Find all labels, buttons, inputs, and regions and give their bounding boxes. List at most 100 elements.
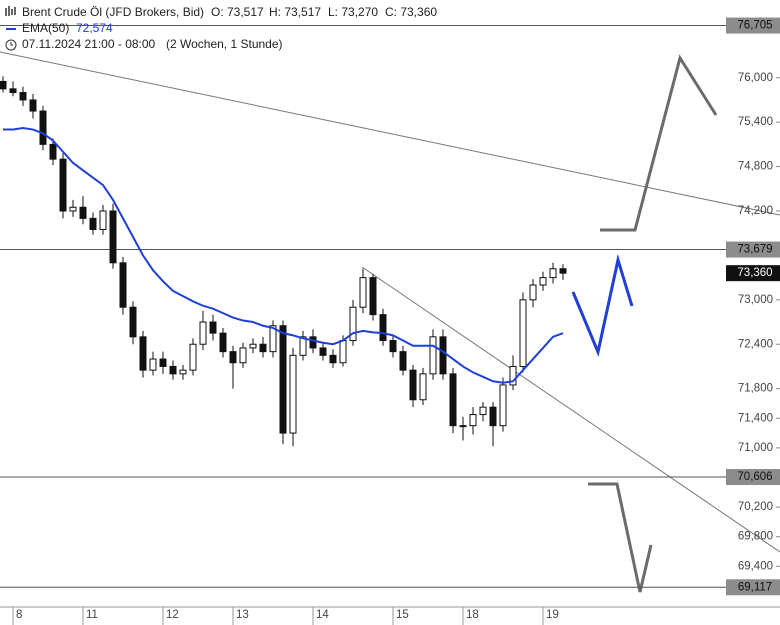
candle-body xyxy=(499,384,507,427)
candle-body xyxy=(319,347,327,356)
candle-body xyxy=(39,110,47,145)
period: 07.11.2024 21:00 - 08:00 xyxy=(22,37,156,51)
candle-body xyxy=(289,354,297,434)
indicator-value: 72,574 xyxy=(76,21,113,35)
candle-body xyxy=(419,373,427,401)
candle-body xyxy=(119,262,127,308)
candle-body xyxy=(189,343,197,371)
y-tick-label: 76,000 xyxy=(738,72,773,84)
candle-body xyxy=(79,206,87,219)
y-tick-label: 70,200 xyxy=(738,501,773,513)
x-tick-label: 12 xyxy=(166,609,179,621)
candle-body xyxy=(559,268,567,274)
candle-body xyxy=(0,80,7,90)
candle-body xyxy=(549,268,557,279)
candle-body xyxy=(249,343,257,349)
y-tick-label: 71,400 xyxy=(738,412,773,424)
candle-body xyxy=(459,425,467,428)
candle-body xyxy=(339,340,347,364)
indicator-name: EMA(50) xyxy=(22,21,69,35)
title: Brent Crude Öl (JFD Brokers, Bid) xyxy=(22,5,204,19)
scenario-path xyxy=(600,54,718,232)
candle-body xyxy=(69,206,77,212)
candle-body xyxy=(399,351,407,371)
x-tick-label: 13 xyxy=(236,609,249,621)
x-tick-label: 14 xyxy=(316,609,329,621)
candle-body xyxy=(349,306,357,342)
candle-body xyxy=(179,369,187,375)
candle-body xyxy=(449,373,457,427)
candle-body xyxy=(429,336,437,375)
candle-body xyxy=(139,336,147,371)
candle-body xyxy=(379,314,387,342)
trend-line xyxy=(0,51,780,216)
y-tick-label: 72,400 xyxy=(738,338,773,350)
candle-body xyxy=(369,277,377,316)
x-tick-label: 8 xyxy=(16,609,22,621)
range-note: (2 Wochen, 1 Stunde) xyxy=(166,37,283,51)
candle-body xyxy=(469,414,477,427)
candle-body xyxy=(169,365,177,375)
candle-body xyxy=(489,406,497,427)
x-tick-label: 19 xyxy=(546,609,559,621)
candle-body xyxy=(19,92,27,101)
candle-body xyxy=(269,325,277,353)
ohlc-open: O: 73,517 xyxy=(211,5,264,19)
last-price-label: 73,360 xyxy=(737,267,772,279)
y-tick-label: 69,400 xyxy=(738,560,773,572)
scenario-path xyxy=(571,254,634,357)
candle-body xyxy=(389,340,397,353)
y-tick-label: 73,000 xyxy=(738,294,773,306)
level-label: 73,679 xyxy=(737,244,772,256)
candle-body xyxy=(409,369,417,401)
trend-line xyxy=(361,266,780,553)
level-label-box xyxy=(726,579,780,596)
x-tick-label: 18 xyxy=(466,609,479,621)
y-tick-label: 74,200 xyxy=(738,205,773,217)
candle-body xyxy=(239,347,247,364)
candle-body xyxy=(49,143,57,160)
candle-body xyxy=(149,358,157,371)
icon xyxy=(5,6,16,16)
y-tick-label: 75,400 xyxy=(738,116,773,128)
icon xyxy=(5,39,17,51)
ohlc-close: C: 73,360 xyxy=(385,5,437,19)
candle-body xyxy=(509,365,517,386)
candle-body xyxy=(539,277,547,286)
level-label: 76,705 xyxy=(737,20,772,32)
level-label-box xyxy=(726,17,780,34)
x-tick-label: 11 xyxy=(86,609,98,621)
candle-body xyxy=(359,277,367,308)
y-tick-label: 71,800 xyxy=(738,383,773,395)
candle-body xyxy=(59,158,67,212)
header: Brent Crude Öl (JFD Brokers, Bid) O: 73,… xyxy=(5,5,437,51)
candle-body xyxy=(259,343,267,353)
last-price-box xyxy=(726,265,780,282)
candle-body xyxy=(299,336,307,356)
candle-body xyxy=(29,99,37,112)
candle-body xyxy=(439,336,447,375)
icon xyxy=(10,42,13,46)
y-tick-label: 74,800 xyxy=(738,161,773,173)
candle-body xyxy=(309,336,317,349)
candle-body xyxy=(209,321,217,334)
candle-body xyxy=(519,299,527,367)
ohlc-high: H: 73,517 xyxy=(269,5,321,19)
candle-body xyxy=(89,217,97,230)
ema-line xyxy=(3,127,564,384)
level-label: 70,606 xyxy=(737,471,772,483)
candle-body xyxy=(329,354,337,364)
x-tick-label: 15 xyxy=(396,609,409,621)
candle-body xyxy=(229,351,237,364)
candle-body xyxy=(199,321,207,345)
y-tick-label: 71,000 xyxy=(738,442,773,454)
level-label-box xyxy=(726,469,780,486)
candle-body xyxy=(479,406,487,416)
level-label: 69,117 xyxy=(738,581,772,593)
candle-body xyxy=(9,88,17,94)
scenario-path xyxy=(588,482,653,593)
level-label-box xyxy=(726,241,780,258)
y-tick-label: 69,800 xyxy=(738,531,773,543)
candle-body xyxy=(219,332,227,353)
